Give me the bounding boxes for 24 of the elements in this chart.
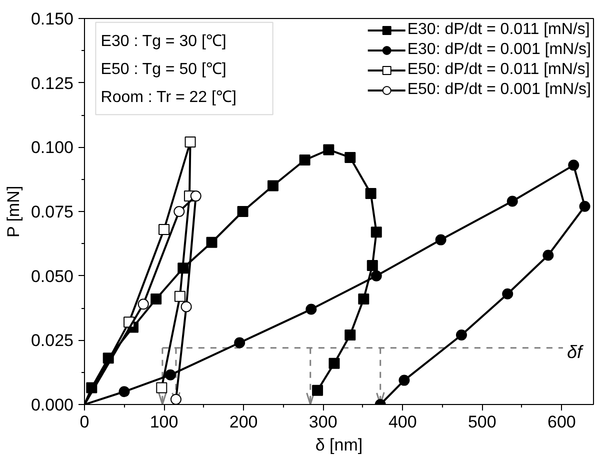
x-tick-label: 200 — [229, 412, 258, 432]
y-axis-title: P [mN] — [4, 186, 23, 238]
y-tick-label: 0.075 — [30, 202, 74, 222]
x-axis-title: δ [nm] — [315, 436, 363, 454]
y-tick-label: 0.050 — [30, 266, 74, 286]
annotation: Room : Tr = 22 [℃] — [100, 89, 236, 106]
y-tick-label: 0.100 — [30, 138, 74, 158]
legend-label: E50: dP/dt = 0.011 [mN/s] — [407, 61, 590, 79]
legend-label: E30: dP/dt = 0.011 [mN/s] — [407, 21, 590, 39]
legend-label: E30: dP/dt = 0.001 [mN/s] — [407, 41, 591, 59]
x-tick-label: 600 — [548, 412, 576, 432]
x-tick-label: 0 — [80, 412, 90, 432]
x-tick-label: 100 — [150, 412, 178, 432]
x-tick-label: 300 — [308, 412, 338, 432]
y-tick-label: 0.025 — [30, 331, 74, 350]
legend-label: E50: dP/dt = 0.001 [mN/s] — [407, 81, 591, 99]
y-tick-label: 0.150 — [30, 10, 74, 28]
y-tick-label: 0.125 — [30, 74, 74, 93]
annotation: E30 : Tg = 30 [℃] — [100, 32, 226, 50]
x-tick-label: 500 — [468, 412, 496, 432]
ref-line-label: δf — [566, 342, 584, 362]
annotation: E50 : Tg = 50 [℃] — [100, 60, 226, 78]
y-tick-label: 0.000 — [30, 396, 74, 414]
x-tick-label: 400 — [388, 412, 417, 432]
